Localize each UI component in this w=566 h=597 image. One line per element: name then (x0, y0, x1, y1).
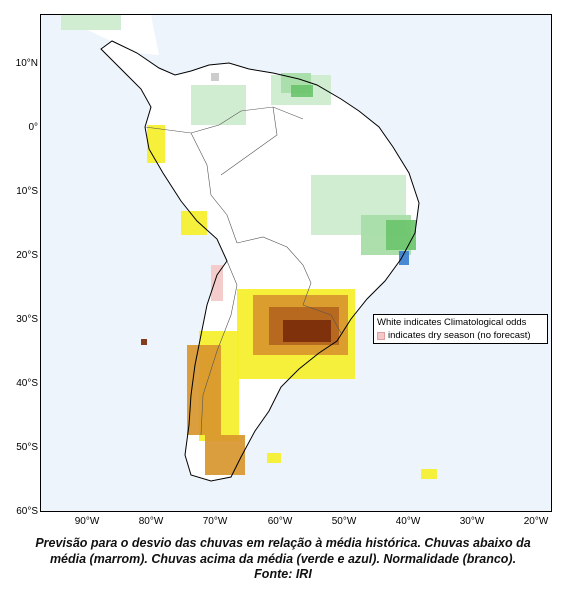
legend-line-1: White indicates Climatological odds (377, 317, 527, 328)
yellow-patch-south-georgia (421, 469, 437, 479)
caption-line-1: Previsão para o desvio das chuvas em rel… (35, 536, 531, 550)
legend-line-2-text: indicates dry season (no forecast) (388, 330, 531, 341)
x-axis-label-6: 30°W (459, 516, 485, 527)
green-patch-colombia (191, 85, 246, 125)
y-axis-label-4: 30°S (16, 314, 38, 325)
y-axis-label-5: 40°S (16, 378, 38, 389)
x-axis-label-0: 90°W (74, 516, 100, 527)
x-axis-label-7: 20°W (523, 516, 549, 527)
dark-brown-dot-pacific (141, 339, 147, 345)
blue-patch-east-coast (399, 251, 409, 265)
caption-line-3: Fonte: IRI (254, 567, 312, 581)
x-axis-label-2: 70°W (202, 516, 228, 527)
dark-brown-patch-rio-grande (283, 320, 331, 342)
dry-season-patch (211, 265, 223, 301)
south-america-coastline (100, 40, 420, 482)
figure-caption: Previsão para o desvio das chuvas em rel… (0, 536, 566, 583)
caption-line-2: média (marrom). Chuvas acima da média (v… (49, 551, 517, 566)
legend-line-2: indicates dry season (no forecast) (377, 329, 544, 342)
y-axis-label-7: 60°S (16, 506, 38, 517)
brown-patch-chile (187, 345, 221, 435)
green-patch-guyana (291, 85, 313, 97)
y-axis-label-2: 10°S (16, 186, 38, 197)
x-axis-label-4: 50°W (331, 516, 357, 527)
brown-patch-patagonia-south (205, 435, 245, 475)
green-patch-bahia (386, 220, 416, 250)
anomaly-layer (61, 15, 437, 481)
x-axis-label-5: 40°W (395, 516, 421, 527)
x-axis-label-1: 80°W (138, 516, 164, 527)
yellow-patch-ecuador (147, 125, 165, 163)
x-axis-label-3: 60°W (267, 516, 293, 527)
map-canvas (41, 15, 551, 511)
map-legend: White indicates Climatological odds indi… (373, 314, 548, 344)
land-fill (101, 41, 419, 481)
green-patch-caribbean (61, 15, 121, 30)
precipitation-forecast-map: 10°N 0° 10°S 20°S 30°S 40°S 50°S 60°S (16, 14, 552, 517)
y-axis-label-6: 50°S (16, 442, 38, 453)
coastline-layer (100, 40, 420, 482)
country-borders (144, 106, 342, 436)
no-data-patch (211, 73, 219, 81)
dry-season-swatch (377, 331, 385, 340)
y-axis-label-1: 0° (28, 122, 38, 133)
yellow-patch-peru (181, 211, 207, 235)
yellow-patch-falklands (267, 453, 281, 463)
y-axis-label-3: 20°S (16, 250, 38, 261)
y-axis-label-0: 10°N (15, 58, 38, 69)
